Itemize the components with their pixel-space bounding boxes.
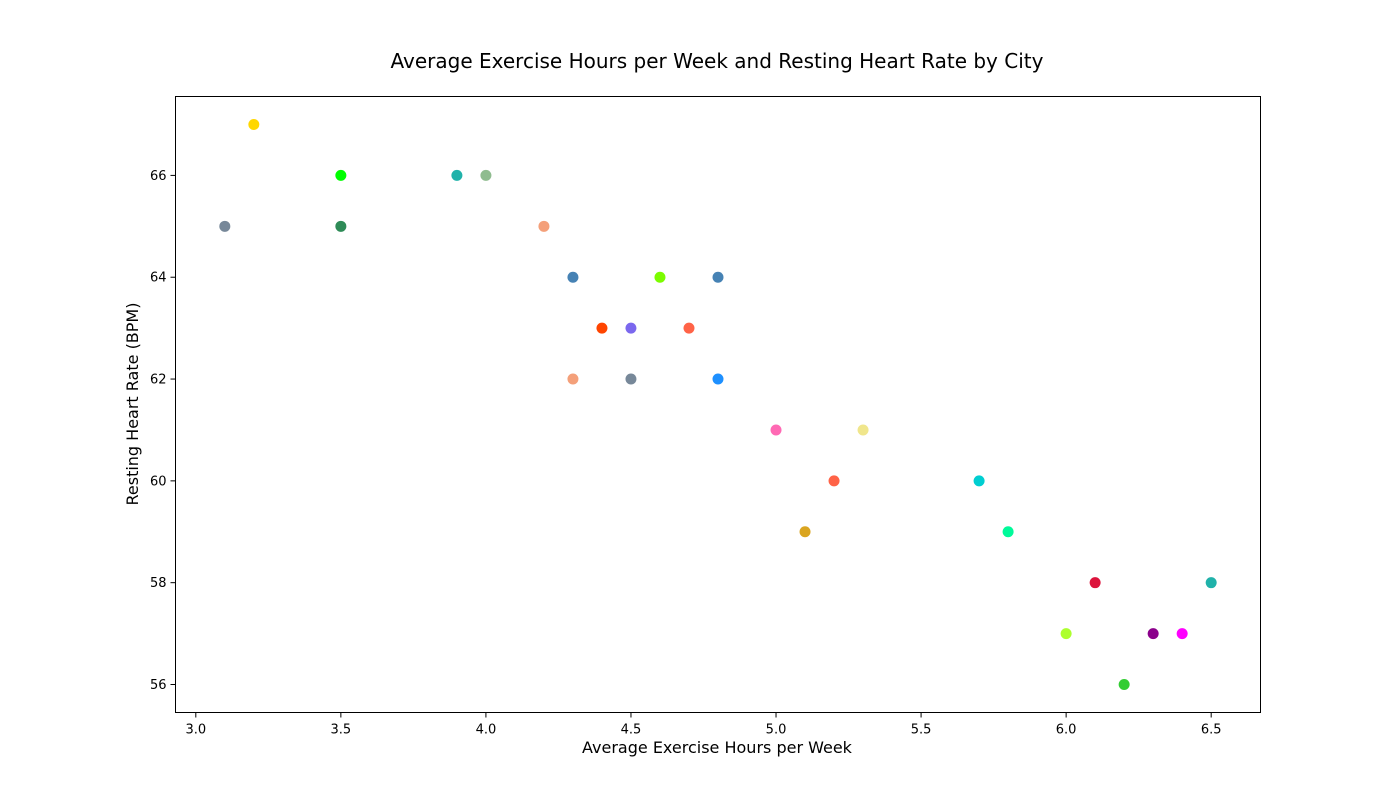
y-tick-label-0: 56 bbox=[150, 678, 167, 693]
data-point-25 bbox=[1147, 628, 1159, 640]
data-point-17 bbox=[857, 424, 869, 436]
plot-frame bbox=[175, 96, 1261, 713]
x-tick-label-4: 5.0 bbox=[766, 723, 787, 738]
x-axis-label: Average Exercise Hours per Week bbox=[582, 738, 853, 757]
data-point-23 bbox=[1205, 577, 1217, 589]
y-axis: 56 58 60 62 64 66 bbox=[150, 169, 176, 693]
data-point-15 bbox=[712, 373, 724, 385]
data-point-26 bbox=[1176, 628, 1188, 640]
x-tick-label-7: 6.5 bbox=[1201, 723, 1222, 738]
data-point-18 bbox=[828, 475, 840, 487]
x-tick-label-1: 3.5 bbox=[331, 723, 352, 738]
data-point-14 bbox=[625, 373, 637, 385]
data-point-19 bbox=[973, 475, 985, 487]
chart-title: Average Exercise Hours per Week and Rest… bbox=[391, 49, 1044, 73]
y-tick-label-4: 64 bbox=[150, 271, 167, 286]
data-point-0 bbox=[248, 119, 260, 130]
data-point-22 bbox=[1089, 577, 1101, 589]
data-point-6 bbox=[538, 220, 550, 232]
y-tick-label-3: 62 bbox=[150, 373, 167, 388]
data-point-7 bbox=[567, 271, 579, 283]
y-tick-label-2: 60 bbox=[150, 474, 167, 489]
x-tick-label-5: 5.5 bbox=[911, 723, 932, 738]
data-point-4 bbox=[219, 220, 231, 232]
x-tick-label-3: 4.5 bbox=[621, 723, 642, 738]
data-point-10 bbox=[596, 322, 608, 334]
data-point-21 bbox=[1002, 526, 1014, 538]
data-point-11 bbox=[625, 322, 637, 334]
data-point-1 bbox=[335, 169, 347, 181]
x-tick-label-6: 6.0 bbox=[1056, 723, 1077, 738]
data-point-9 bbox=[712, 271, 724, 283]
data-point-20 bbox=[799, 526, 811, 538]
points-layer bbox=[219, 119, 1217, 690]
y-tick-label-5: 66 bbox=[150, 169, 167, 184]
x-axis: 3.0 3.5 4.0 4.5 5.0 5.5 6.0 6.5 bbox=[185, 712, 1222, 738]
data-point-5 bbox=[335, 220, 347, 232]
data-point-13 bbox=[567, 373, 579, 385]
x-tick-label-2: 4.0 bbox=[476, 723, 497, 738]
data-point-8 bbox=[654, 271, 666, 283]
x-tick-label-0: 3.0 bbox=[185, 723, 206, 738]
data-point-2 bbox=[451, 169, 463, 181]
data-point-24 bbox=[1060, 628, 1072, 640]
data-point-27 bbox=[1118, 679, 1130, 690]
data-point-3 bbox=[480, 169, 492, 181]
y-tick-label-1: 58 bbox=[150, 576, 167, 591]
data-point-12 bbox=[683, 322, 695, 334]
data-point-16 bbox=[770, 424, 782, 436]
y-axis-label: Resting Heart Rate (BPM) bbox=[123, 303, 142, 506]
